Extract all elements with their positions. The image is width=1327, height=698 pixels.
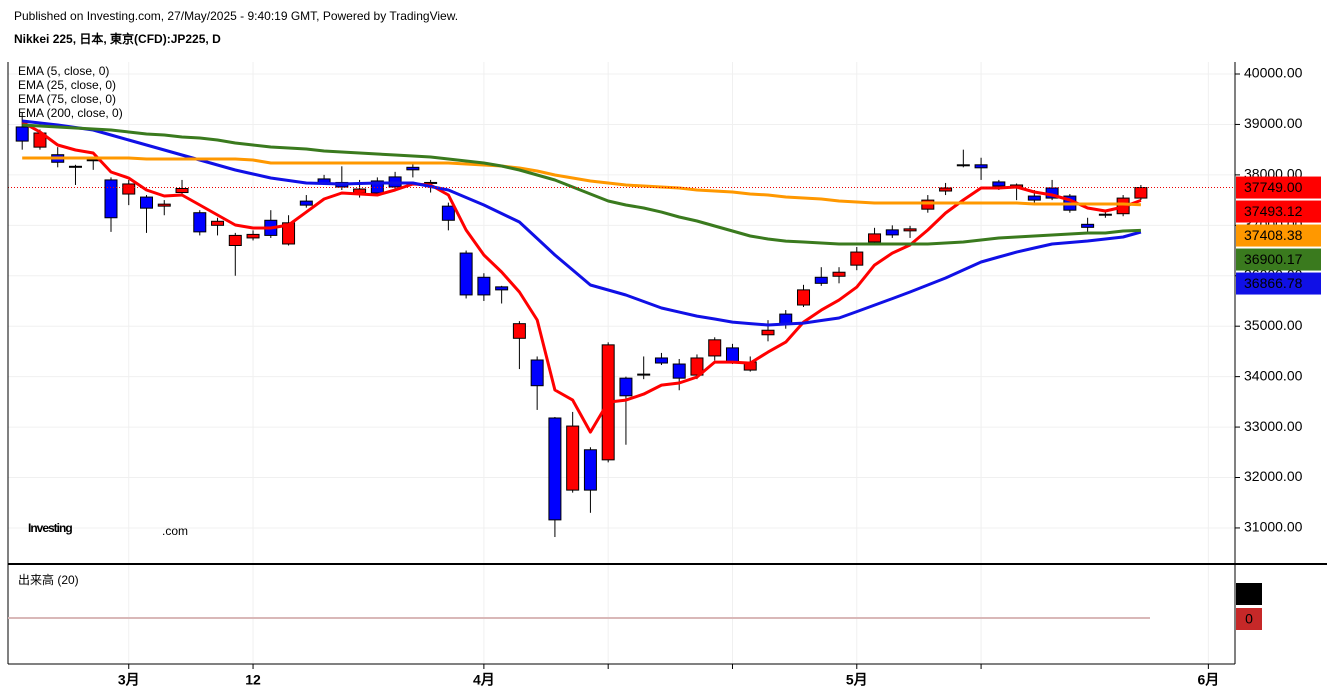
candle-body xyxy=(548,417,562,521)
price-badge xyxy=(1236,224,1321,247)
legend-entry: EMA (25, close, 0) xyxy=(18,78,116,92)
candle-body xyxy=(299,200,313,206)
y-tick-label: 33000.00 xyxy=(1244,418,1303,434)
candle-body xyxy=(282,222,296,245)
candle-body xyxy=(175,187,189,194)
candle-body xyxy=(512,323,526,339)
price-badge xyxy=(1236,200,1321,223)
candle-body xyxy=(637,373,651,376)
candle-body xyxy=(619,377,633,397)
x-tick-label: 4月 xyxy=(473,672,495,688)
price-badge-label: 37408.38 xyxy=(1244,227,1303,243)
price-badge xyxy=(1236,272,1321,295)
price-badge-label: 37493.12 xyxy=(1244,203,1303,219)
candle-body xyxy=(157,203,171,207)
volume-badge xyxy=(1236,583,1262,605)
candle-body xyxy=(406,166,420,171)
y-tick-label: 35000.00 xyxy=(1244,317,1303,333)
ema-line xyxy=(22,156,1141,207)
volume-ma-badge-label: 0 xyxy=(1245,611,1253,627)
candle-body xyxy=(921,199,935,210)
price-badge-label: 36900.17 xyxy=(1244,251,1303,267)
candle-body xyxy=(814,276,828,284)
legend-entry: EMA (5, close, 0) xyxy=(18,64,109,78)
logo-suffix: .com xyxy=(162,524,188,538)
candle-body xyxy=(832,271,846,277)
candle-body xyxy=(992,181,1006,187)
x-tick-label: 6月 xyxy=(1197,672,1219,688)
candle-body xyxy=(868,233,882,243)
candle-body xyxy=(530,359,544,387)
symbol: Nikkei 225, 日本, 東京(CFD):JP225, D xyxy=(14,31,221,46)
candle-body xyxy=(477,276,491,296)
y-tick-label: 31000.00 xyxy=(1244,519,1303,535)
x-tick-label: 12 xyxy=(245,672,261,688)
grid xyxy=(8,62,1235,664)
candle-body xyxy=(459,252,473,296)
x-tick-label: 5月 xyxy=(846,672,868,688)
marks xyxy=(8,112,1235,538)
candle-body xyxy=(228,234,242,246)
candle-body xyxy=(761,329,775,336)
candle-body xyxy=(68,165,82,168)
candle-body xyxy=(104,179,118,219)
price-badge xyxy=(1236,176,1321,199)
candle-body xyxy=(1134,187,1148,199)
y-tick-label: 39000.00 xyxy=(1244,115,1303,131)
candle-body xyxy=(654,357,668,364)
volume-badge-label: 0 xyxy=(1245,586,1253,602)
candle-body xyxy=(708,339,722,357)
candle-body xyxy=(850,251,864,266)
price-badge-label: 37749.00 xyxy=(1244,179,1303,195)
candle-body xyxy=(193,212,207,233)
candle-body xyxy=(1081,223,1095,228)
candle-body xyxy=(956,164,970,167)
candle-body xyxy=(441,205,455,221)
candle-body xyxy=(672,363,686,379)
candle-body xyxy=(424,181,438,184)
candle-body xyxy=(725,347,739,363)
x-tick-label: 3月 xyxy=(118,672,140,688)
candle-body xyxy=(15,126,29,142)
ema-line xyxy=(22,123,1141,246)
legend-entry: EMA (75, close, 0) xyxy=(18,92,116,106)
candle-body xyxy=(1098,213,1112,216)
candle-body xyxy=(566,425,580,491)
candle-body xyxy=(1027,195,1041,201)
y-tick-label: 34000.00 xyxy=(1244,367,1303,383)
candle-body xyxy=(495,286,509,291)
candle-body xyxy=(140,196,154,209)
candle-body xyxy=(903,228,917,232)
ema-line xyxy=(22,119,1142,327)
legend-entry: EMA (200, close, 0) xyxy=(18,106,123,120)
candle-body xyxy=(86,159,100,162)
published: Published on Investing.com, 27/May/2025 … xyxy=(14,9,458,23)
price-badge-label: 36866.78 xyxy=(1244,275,1303,291)
candle-body xyxy=(122,183,136,195)
candle-body xyxy=(211,220,225,226)
y-tick-label: 40000.00 xyxy=(1244,65,1303,81)
logo-brand: Investing xyxy=(28,521,72,535)
volume-ma-badge xyxy=(1236,608,1262,630)
candle-body xyxy=(885,229,899,236)
y-tick-label: 32000.00 xyxy=(1244,468,1303,484)
candle-body xyxy=(583,449,597,491)
candle-body xyxy=(939,187,953,192)
candle-body xyxy=(974,164,988,169)
volume-title: 出来高 (20) xyxy=(18,572,79,587)
price-badge xyxy=(1236,248,1321,271)
candle-body xyxy=(246,233,260,239)
candle-body xyxy=(797,289,811,306)
ema-line xyxy=(21,120,1142,434)
